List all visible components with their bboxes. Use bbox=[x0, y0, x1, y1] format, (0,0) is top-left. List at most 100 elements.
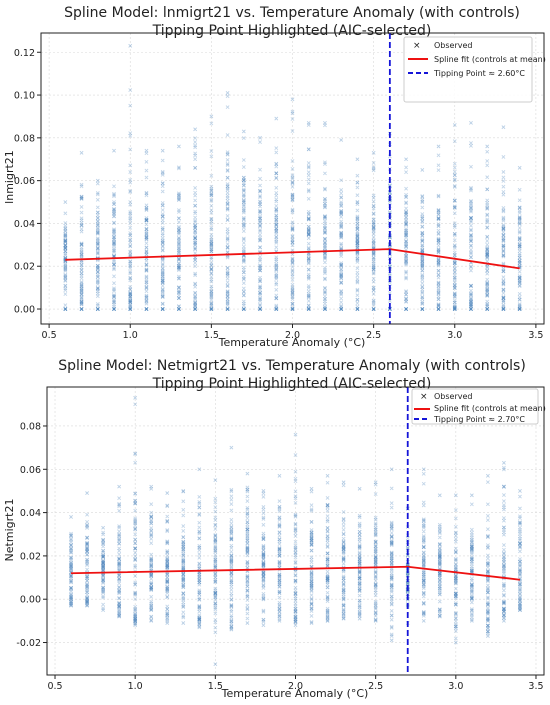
observed-point bbox=[225, 300, 230, 305]
observed-point bbox=[258, 302, 262, 307]
observed-point bbox=[306, 293, 311, 298]
observed-point bbox=[95, 269, 100, 274]
observed-point bbox=[290, 297, 295, 302]
observed-point bbox=[325, 480, 330, 485]
observed-point bbox=[274, 171, 279, 176]
observed-point bbox=[274, 267, 279, 272]
y-tick-label: 0.02 bbox=[20, 551, 41, 562]
observed-point bbox=[79, 300, 84, 305]
observed-point bbox=[517, 187, 522, 192]
observed-point bbox=[420, 168, 425, 172]
observed-point bbox=[95, 190, 100, 195]
observed-point bbox=[258, 287, 262, 292]
observed-point bbox=[241, 208, 246, 212]
observed-point bbox=[79, 223, 84, 228]
observed-point bbox=[177, 264, 181, 269]
observed-point bbox=[197, 580, 202, 585]
observed-point bbox=[469, 288, 473, 293]
observed-point bbox=[160, 279, 165, 284]
observed-point bbox=[436, 144, 441, 149]
observed-point bbox=[177, 210, 181, 214]
observed-point bbox=[112, 207, 116, 212]
observed-point bbox=[144, 235, 149, 239]
observed-point bbox=[485, 514, 490, 518]
observed-point bbox=[209, 255, 214, 260]
observed-point bbox=[421, 503, 426, 508]
legend-observed-label: Observed bbox=[434, 392, 473, 401]
observed-point bbox=[112, 211, 116, 216]
observed-point bbox=[225, 283, 230, 288]
observed-point bbox=[277, 618, 282, 623]
observed-point bbox=[177, 197, 181, 202]
observed-point bbox=[177, 263, 181, 268]
observed-point bbox=[128, 131, 133, 136]
observed-point bbox=[241, 217, 246, 222]
observed-point bbox=[112, 254, 116, 258]
observed-point bbox=[436, 273, 441, 277]
observed-point bbox=[63, 243, 68, 248]
observed-point bbox=[241, 222, 246, 227]
observed-point bbox=[144, 278, 149, 283]
observed-point bbox=[420, 281, 425, 286]
observed-point bbox=[177, 265, 181, 270]
observed-point bbox=[258, 290, 262, 295]
observed-point bbox=[177, 285, 181, 290]
observed-point bbox=[389, 501, 394, 506]
observed-point bbox=[290, 166, 295, 171]
observed-point bbox=[177, 208, 181, 213]
observed-point bbox=[144, 252, 149, 257]
observed-point bbox=[197, 505, 202, 510]
observed-point bbox=[95, 192, 100, 197]
observed-point bbox=[274, 171, 279, 176]
observed-point bbox=[290, 272, 295, 277]
observed-point bbox=[181, 507, 186, 512]
observed-point bbox=[485, 277, 490, 282]
observed-point bbox=[209, 239, 214, 244]
observed-point bbox=[63, 261, 68, 266]
observed-point bbox=[112, 248, 116, 252]
observed-point bbox=[177, 293, 181, 298]
observed-point bbox=[79, 260, 84, 265]
observed-point bbox=[355, 293, 360, 298]
observed-point bbox=[160, 280, 165, 285]
observed-point bbox=[209, 192, 214, 197]
observed-point bbox=[63, 233, 68, 238]
observed-point bbox=[133, 574, 138, 578]
observed-point bbox=[149, 536, 154, 541]
observed-point bbox=[79, 276, 84, 281]
legend-tipping-label: Tipping Point ≈ 2.70°C bbox=[433, 415, 525, 424]
observed-point bbox=[193, 303, 198, 308]
observed-point bbox=[160, 240, 165, 245]
observed-point bbox=[306, 286, 311, 290]
observed-point bbox=[225, 168, 230, 172]
observed-point bbox=[177, 250, 181, 255]
observed-point bbox=[79, 279, 84, 284]
observed-point bbox=[241, 277, 246, 282]
observed-point bbox=[128, 170, 133, 174]
observed-point bbox=[160, 294, 165, 299]
observed-point bbox=[177, 228, 181, 233]
observed-point bbox=[502, 503, 506, 507]
observed-point bbox=[209, 242, 214, 247]
observed-point bbox=[144, 289, 149, 294]
observed-point bbox=[112, 228, 116, 233]
observed-point bbox=[341, 483, 346, 488]
observed-point bbox=[420, 277, 425, 282]
observed-point bbox=[245, 499, 250, 503]
observed-point bbox=[518, 525, 522, 530]
observed-point bbox=[63, 303, 68, 308]
observed-point bbox=[261, 586, 266, 590]
observed-point bbox=[95, 178, 100, 183]
legend-tipping-label: Tipping Point ≈ 2.60°C bbox=[433, 69, 525, 78]
observed-point bbox=[261, 522, 266, 527]
observed-point bbox=[306, 274, 311, 279]
observed-point bbox=[274, 296, 279, 301]
observed-point bbox=[241, 198, 246, 203]
observed-point bbox=[209, 292, 214, 297]
observed-point bbox=[241, 210, 246, 215]
observed-point bbox=[225, 175, 230, 180]
observed-point bbox=[258, 216, 262, 221]
observed-point bbox=[501, 275, 506, 280]
observed-point bbox=[290, 282, 295, 287]
observed-point bbox=[128, 218, 133, 223]
